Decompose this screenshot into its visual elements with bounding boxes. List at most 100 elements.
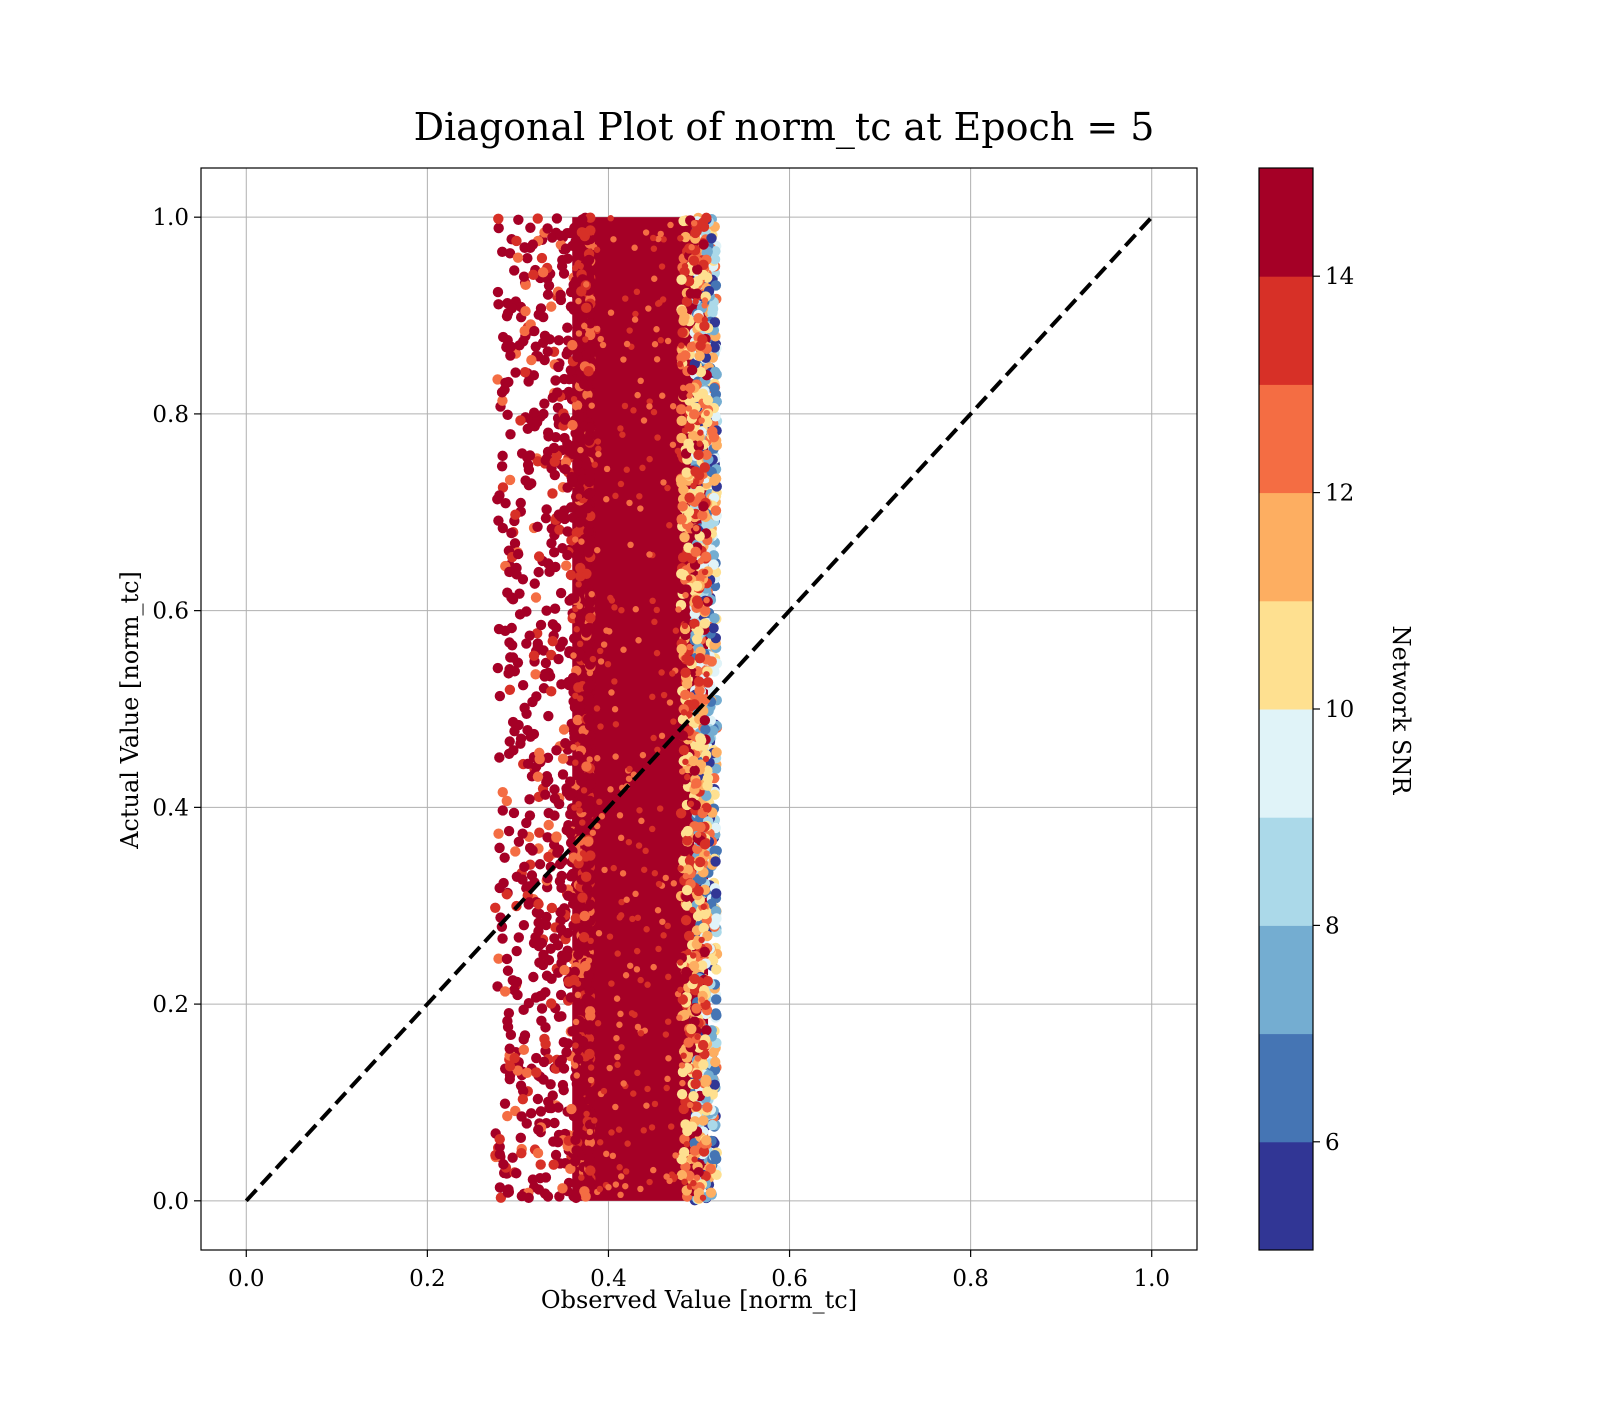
- scatter-point: [504, 566, 515, 578]
- scatter-point: [710, 245, 721, 257]
- scatter-point: [511, 945, 522, 957]
- scatter-point: [532, 771, 544, 782]
- scatter-point: [637, 505, 644, 512]
- scatter-point: [610, 864, 617, 872]
- scatter-point: [569, 732, 580, 743]
- scatter-point: [682, 835, 693, 846]
- scatter-point: [532, 1093, 544, 1105]
- scatter-point: [497, 933, 508, 944]
- scatter-point: [676, 404, 687, 415]
- scatter-point: [577, 214, 588, 225]
- scatter-point: [535, 990, 546, 1002]
- scatter-point: [700, 551, 712, 562]
- scatter-point: [709, 317, 721, 328]
- scatter-point: [504, 1043, 515, 1054]
- scatter-point: [609, 1152, 617, 1160]
- x-tick-label: 0.6: [771, 1266, 808, 1292]
- scatter-point: [700, 605, 711, 616]
- scatter-point: [546, 902, 558, 914]
- scatter-point: [684, 773, 691, 781]
- scatter-point: [554, 524, 565, 535]
- scatter-point: [515, 733, 527, 744]
- scatter-point: [494, 842, 505, 854]
- scatter-point: [678, 389, 689, 401]
- scatter-point: [581, 322, 588, 330]
- scatter-point: [660, 236, 667, 243]
- scatter-point: [666, 522, 673, 529]
- scatter-point: [531, 907, 543, 918]
- scatter-point: [702, 780, 713, 791]
- scatter-point: [626, 962, 634, 969]
- scatter-point: [596, 798, 603, 806]
- scatter-point: [608, 1129, 615, 1136]
- scatter-point: [569, 612, 577, 620]
- scatter-point: [693, 312, 704, 324]
- scatter-point: [686, 1023, 697, 1035]
- scatter-point: [687, 800, 695, 808]
- scatter-point: [697, 388, 709, 399]
- scatter-point: [622, 295, 629, 302]
- scatter-point: [655, 945, 662, 953]
- scatter-point: [584, 1020, 596, 1031]
- scatter-point: [565, 286, 577, 298]
- x-tick-label: 0.2: [409, 1266, 446, 1292]
- scatter-point: [527, 696, 538, 708]
- scatter-point: [645, 305, 652, 312]
- scatter-point: [698, 417, 705, 424]
- scatter-point: [690, 219, 698, 227]
- scatter-point: [619, 431, 626, 438]
- scatter-point: [583, 1110, 590, 1118]
- scatter-point: [702, 976, 714, 987]
- scatter-point: [574, 980, 582, 987]
- scatter-point: [646, 1178, 653, 1186]
- scatter-point: [531, 417, 543, 428]
- scatter-point: [651, 870, 659, 877]
- scatter-point: [506, 527, 517, 539]
- scatter-point: [694, 1055, 702, 1062]
- scatter-point: [501, 795, 513, 807]
- scatter-point: [504, 736, 515, 747]
- scatter-point: [575, 297, 582, 305]
- scatter-point: [635, 842, 643, 849]
- scatter-point: [494, 490, 505, 501]
- scatter-point: [688, 430, 699, 442]
- scatter-point: [630, 407, 637, 414]
- scatter-point: [682, 872, 690, 880]
- scatter-point: [556, 1011, 567, 1022]
- scatter-point: [571, 1062, 579, 1069]
- scatter-point: [585, 957, 593, 964]
- scatter-point: [594, 755, 601, 762]
- scatter-point: [583, 488, 594, 500]
- scatter-point: [589, 829, 597, 836]
- scatter-point: [664, 1075, 671, 1083]
- scatter-point: [710, 1056, 721, 1068]
- scatter-point: [541, 776, 552, 788]
- scatter-point: [540, 657, 552, 669]
- scatter-point: [540, 789, 551, 800]
- scatter-point: [511, 1168, 522, 1179]
- scatter-point: [539, 354, 550, 366]
- scatter-point: [697, 510, 708, 521]
- scatter-point: [571, 550, 583, 561]
- scatter-point: [571, 1145, 582, 1156]
- scatter-point: [668, 1123, 675, 1130]
- scatter-point: [505, 429, 516, 440]
- scatter-point: [678, 342, 685, 349]
- scatter-point: [547, 1090, 558, 1101]
- scatter-point: [559, 414, 571, 425]
- scatter-point: [679, 973, 690, 984]
- scatter-point: [584, 622, 595, 634]
- scatter-point: [701, 212, 712, 224]
- colorbar-segment: [1259, 384, 1313, 494]
- scatter-point: [691, 634, 703, 645]
- scatter-point: [631, 244, 638, 251]
- scatter-point: [531, 1067, 542, 1078]
- scatter-point: [574, 991, 582, 999]
- scatter-point: [512, 252, 524, 263]
- scatter-point: [518, 1004, 529, 1016]
- scatter-point: [597, 723, 604, 730]
- scatter-point: [564, 595, 575, 606]
- scatter-point: [663, 1173, 670, 1180]
- scatter-point: [532, 1147, 544, 1159]
